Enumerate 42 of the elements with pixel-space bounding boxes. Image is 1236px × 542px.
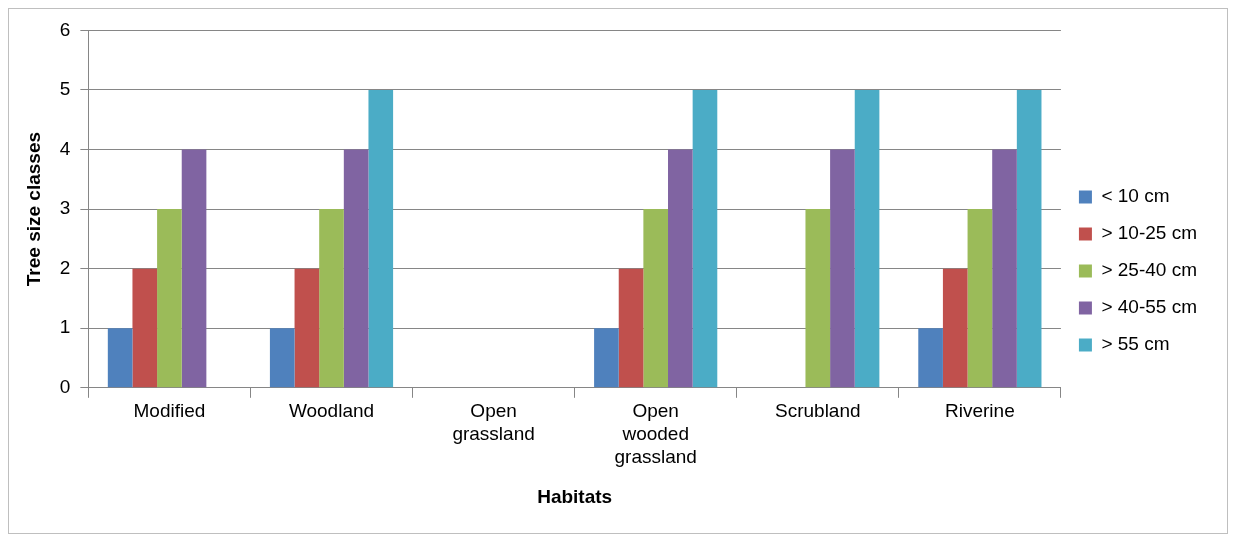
y-tick-label: 1 <box>59 316 71 338</box>
y-tick-label: 4 <box>59 137 71 159</box>
y-tick-label: 6 <box>59 18 71 40</box>
y-tick-label: 3 <box>59 197 71 219</box>
legend-label: < 10 cm <box>1101 185 1170 207</box>
bar <box>854 89 880 388</box>
x-tick-label: Modified <box>133 400 206 422</box>
bar <box>132 268 158 388</box>
x-tick-label: Open wooded grassland <box>614 400 697 468</box>
x-tick-label: Scrubland <box>775 400 861 422</box>
bar <box>942 268 968 388</box>
x-tick-label: Riverine <box>945 400 1015 422</box>
bar <box>107 328 133 388</box>
legend-label: > 40-55 cm <box>1101 296 1197 318</box>
bar <box>294 268 320 388</box>
bar <box>343 149 369 388</box>
y-tick-label: 0 <box>59 376 71 398</box>
bar <box>319 209 344 388</box>
x-axis-title: Habitats <box>537 485 613 507</box>
x-tick-label: Woodland <box>288 400 375 422</box>
y-axis-title: Tree size classes <box>22 131 44 287</box>
bar <box>1016 89 1042 388</box>
bar <box>181 149 207 388</box>
legend-label: > 55 cm <box>1101 333 1170 355</box>
bar <box>269 328 295 388</box>
bar <box>594 328 619 388</box>
bar <box>918 328 943 388</box>
bar <box>643 209 669 388</box>
legend-label: > 10-25 cm <box>1101 222 1197 244</box>
y-tick-label: 5 <box>59 78 71 100</box>
y-tick-label: 2 <box>59 256 71 278</box>
bar <box>692 89 718 388</box>
bar <box>368 89 394 388</box>
bar <box>830 149 855 388</box>
x-tick-label: Open grassland <box>452 400 535 445</box>
bar <box>992 149 1017 388</box>
bar <box>668 149 693 388</box>
bar <box>805 209 831 388</box>
bar <box>618 268 644 388</box>
legend-label: > 25-40 cm <box>1101 259 1197 281</box>
bar <box>967 209 993 388</box>
bar <box>157 209 182 388</box>
